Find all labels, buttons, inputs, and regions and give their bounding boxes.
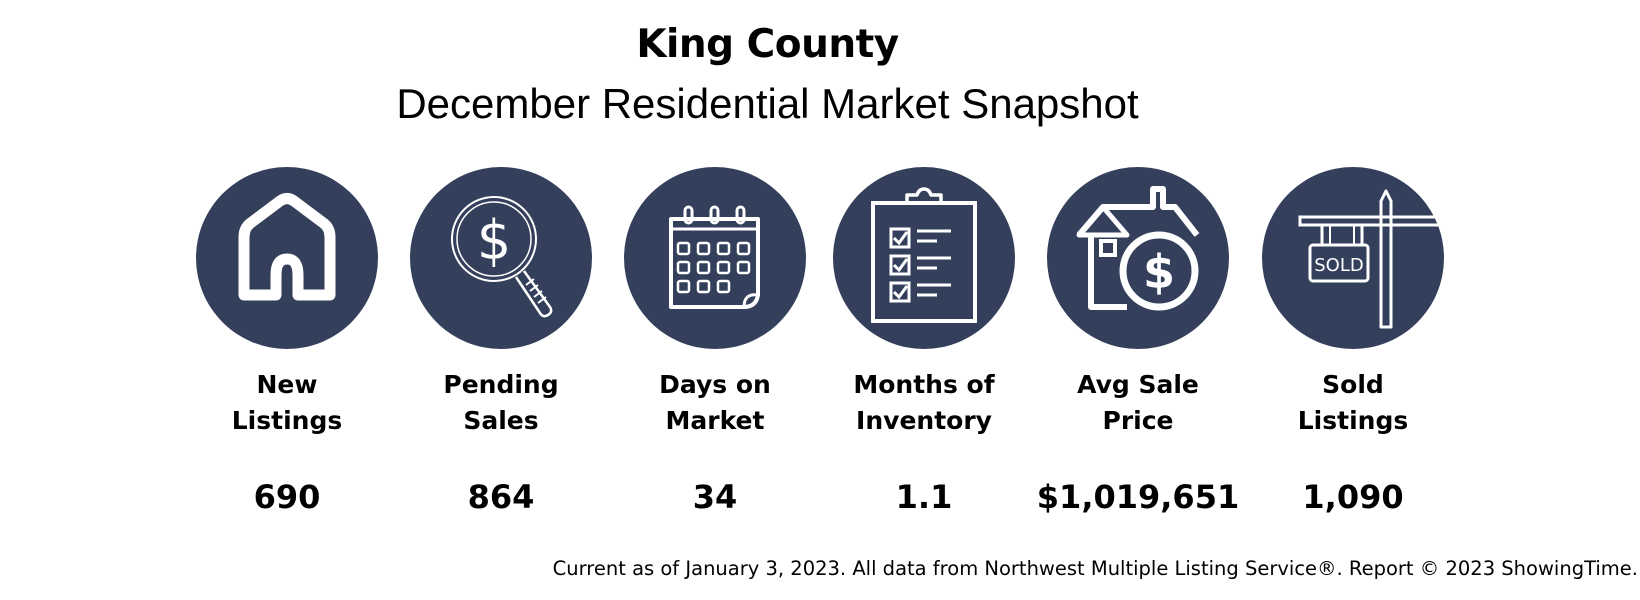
stat-value: $1,019,651 bbox=[1036, 478, 1240, 516]
stat-circle: $ bbox=[410, 167, 592, 349]
stat-circle bbox=[624, 167, 806, 349]
dollar-magnifier-icon: $ bbox=[451, 196, 553, 318]
stat-circle: $ bbox=[1047, 167, 1229, 349]
calendar-icon bbox=[669, 205, 760, 309]
stat-label: Sold Listings bbox=[1297, 370, 1409, 435]
stat-label: Pending Sales bbox=[443, 370, 559, 435]
stat-value: 1,090 bbox=[1302, 478, 1404, 516]
stat-value: 34 bbox=[692, 478, 738, 516]
stat-value: 864 bbox=[467, 478, 535, 516]
stat-circle bbox=[196, 167, 378, 349]
svg-text:$: $ bbox=[1143, 245, 1175, 299]
page-title: King County bbox=[636, 22, 899, 67]
source-footnote: Current as of January 3, 2023. All data … bbox=[552, 557, 1638, 580]
page-subtitle: December Residential Market Snapshot bbox=[396, 80, 1139, 127]
stat-value: 690 bbox=[253, 478, 321, 516]
house-icon bbox=[238, 193, 336, 301]
sold-sign-icon: SOLD bbox=[1298, 189, 1444, 329]
clipboard-checklist-icon bbox=[871, 187, 977, 323]
sold-sign-text: SOLD bbox=[1314, 255, 1363, 276]
stat-label: Days on Market bbox=[659, 370, 771, 435]
stat-value: 1.1 bbox=[895, 478, 953, 516]
svg-text:$: $ bbox=[477, 209, 511, 272]
house-dollar-icon: $ bbox=[1076, 186, 1200, 311]
stat-label: New Listings bbox=[231, 370, 343, 435]
stat-label: Avg Sale Price bbox=[1077, 370, 1199, 435]
stat-circle bbox=[833, 167, 1015, 349]
stat-label: Months of Inventory bbox=[853, 370, 995, 435]
stat-circle: SOLD bbox=[1262, 167, 1444, 349]
